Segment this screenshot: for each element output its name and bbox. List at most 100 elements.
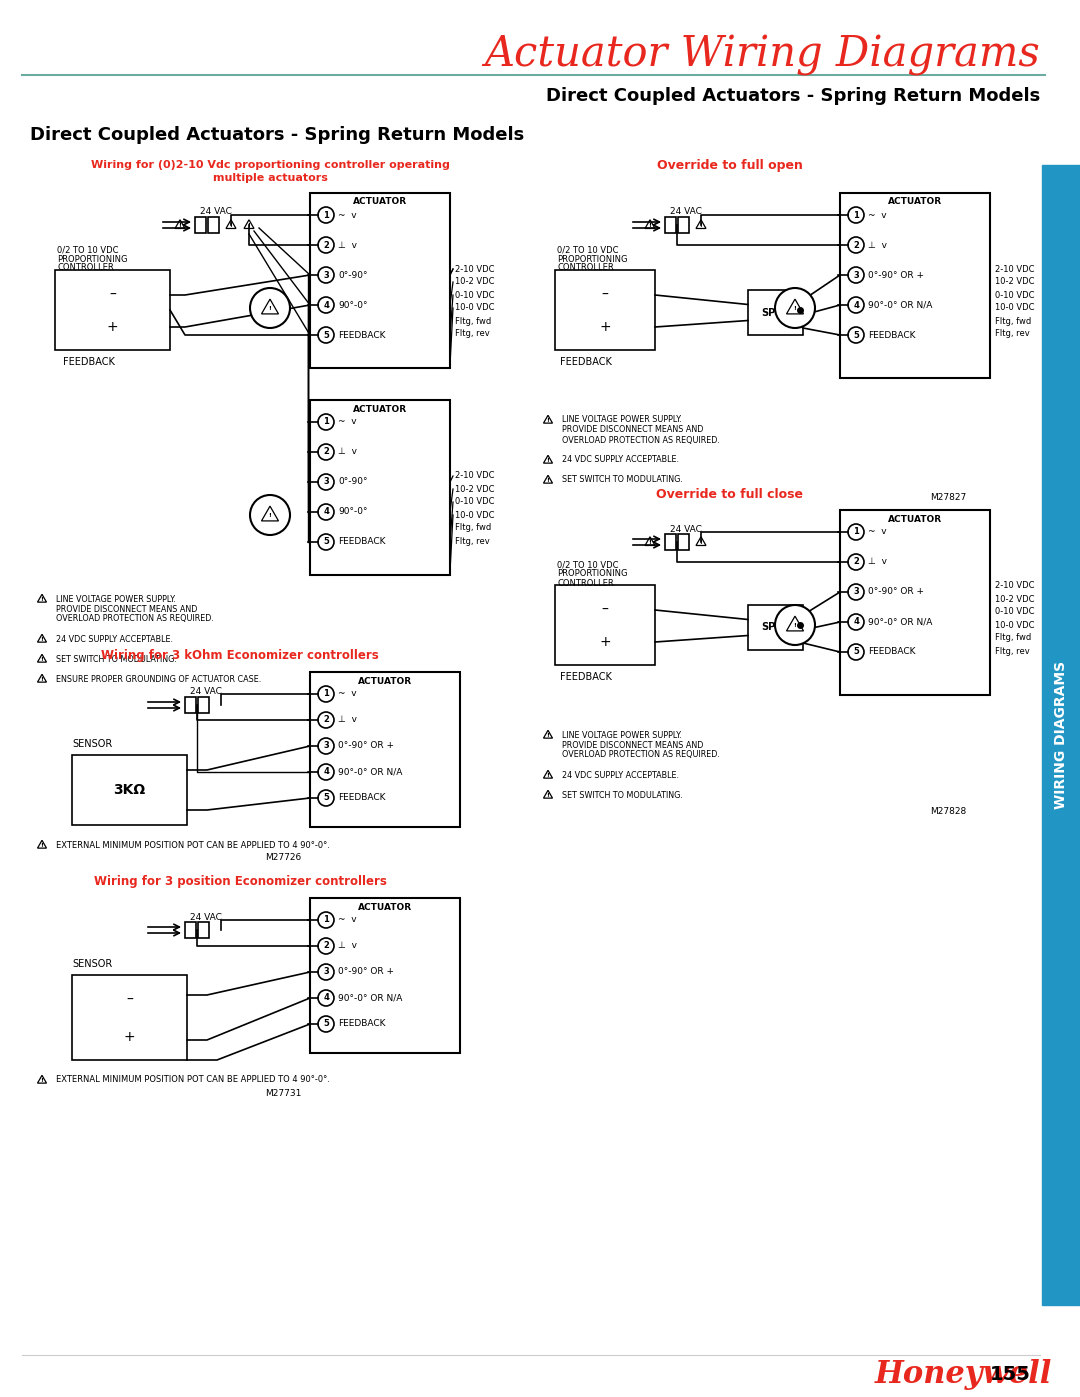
Text: +: + (124, 1030, 135, 1044)
Circle shape (848, 524, 864, 541)
Bar (840, 193, 990, 379)
Text: ~  v: ~ v (338, 690, 356, 698)
Text: 1: 1 (323, 915, 329, 925)
Text: !: ! (546, 773, 550, 778)
Text: !: ! (230, 224, 232, 228)
Text: 3: 3 (323, 968, 329, 977)
Text: ~  v: ~ v (868, 211, 887, 219)
Bar (310, 898, 460, 1053)
Text: 1: 1 (853, 528, 859, 536)
Circle shape (848, 298, 864, 313)
Circle shape (318, 964, 334, 981)
Text: 2-10 VDC: 2-10 VDC (995, 581, 1035, 591)
Text: Actuator Wiring Diagrams: Actuator Wiring Diagrams (484, 34, 1040, 75)
Text: 24 VAC: 24 VAC (670, 524, 702, 534)
Text: SET SWITCH TO MODULATING.: SET SWITCH TO MODULATING. (56, 655, 177, 664)
Circle shape (775, 288, 815, 328)
Text: 2: 2 (323, 240, 329, 250)
Text: Wiring for 3 position Economizer controllers: Wiring for 3 position Economizer control… (94, 876, 387, 888)
Text: ⊥  v: ⊥ v (868, 240, 887, 250)
Text: Fltg, rev: Fltg, rev (995, 330, 1029, 338)
Text: PROPORTIONING: PROPORTIONING (557, 254, 627, 264)
Circle shape (848, 644, 864, 659)
Circle shape (318, 764, 334, 780)
Text: 10-0 VDC: 10-0 VDC (455, 303, 495, 313)
Circle shape (318, 789, 334, 806)
Bar (665, 217, 676, 233)
Text: 24 VDC SUPPLY ACCEPTABLE.: 24 VDC SUPPLY ACCEPTABLE. (562, 455, 679, 464)
Circle shape (318, 937, 334, 954)
Text: !: ! (700, 539, 702, 545)
Text: 10-2 VDC: 10-2 VDC (995, 278, 1035, 286)
Text: 90°-0°: 90°-0° (338, 300, 367, 310)
Text: Fltg, fwd: Fltg, fwd (995, 633, 1031, 643)
Text: ~  v: ~ v (338, 915, 356, 925)
Circle shape (318, 237, 334, 253)
Text: EXTERNAL MINIMUM POSITION POT CAN BE APPLIED TO 4 90°-0°.: EXTERNAL MINIMUM POSITION POT CAN BE APP… (56, 841, 329, 849)
Text: 10-0 VDC: 10-0 VDC (455, 510, 495, 520)
Text: 5: 5 (323, 1020, 329, 1028)
Text: Fltg, fwd: Fltg, fwd (455, 317, 491, 326)
Circle shape (318, 686, 334, 703)
Text: FEEDBACK: FEEDBACK (561, 358, 612, 367)
Bar (555, 270, 654, 351)
Text: 1: 1 (323, 211, 329, 219)
Text: +: + (599, 636, 611, 650)
Text: SET SWITCH TO MODULATING.: SET SWITCH TO MODULATING. (562, 475, 683, 485)
Text: CONTROLLER: CONTROLLER (57, 264, 113, 272)
Text: Direct Coupled Actuators - Spring Return Models: Direct Coupled Actuators - Spring Return… (545, 87, 1040, 105)
Text: ⊥  v: ⊥ v (868, 557, 887, 567)
Text: 3: 3 (853, 271, 859, 279)
Bar (665, 534, 676, 550)
Bar (310, 193, 450, 367)
Text: 2: 2 (853, 240, 859, 250)
Text: M27827: M27827 (930, 493, 967, 502)
Text: FEEDBACK: FEEDBACK (338, 1020, 386, 1028)
Text: 4: 4 (323, 507, 329, 517)
Circle shape (318, 738, 334, 754)
Text: –: – (602, 604, 608, 617)
Circle shape (318, 327, 334, 344)
Text: !: ! (41, 657, 43, 662)
Text: Fltg, rev: Fltg, rev (455, 330, 489, 338)
Text: 1: 1 (853, 211, 859, 219)
Bar (310, 400, 450, 576)
Circle shape (318, 474, 334, 490)
Text: 24 VAC: 24 VAC (190, 687, 221, 697)
Text: Wiring for 3 kOhm Economizer controllers: Wiring for 3 kOhm Economizer controllers (102, 648, 379, 662)
Text: 4: 4 (323, 993, 329, 1003)
Circle shape (318, 207, 334, 224)
Text: OVERLOAD PROTECTION AS REQUIRED.: OVERLOAD PROTECTION AS REQUIRED. (562, 750, 720, 760)
Circle shape (318, 1016, 334, 1032)
Bar (198, 697, 210, 712)
Text: 24 VAC: 24 VAC (200, 208, 232, 217)
Text: 4: 4 (853, 300, 859, 310)
Text: 0-10 VDC: 0-10 VDC (455, 291, 495, 299)
Text: +: + (107, 320, 119, 334)
Bar (748, 291, 804, 335)
Bar (195, 217, 206, 233)
Circle shape (318, 298, 334, 313)
Text: Wiring for (0)2-10 Vdc proportioning controller operating: Wiring for (0)2-10 Vdc proportioning con… (91, 161, 449, 170)
Text: 0/2 TO 10 VDC: 0/2 TO 10 VDC (557, 560, 619, 570)
Circle shape (318, 414, 334, 430)
Text: +: + (599, 320, 611, 334)
Text: 1: 1 (323, 690, 329, 698)
Text: M27826: M27826 (415, 692, 451, 700)
Circle shape (848, 555, 864, 570)
Text: WIRING DIAGRAMS: WIRING DIAGRAMS (1054, 661, 1068, 809)
Text: 5: 5 (323, 793, 329, 802)
Text: 10-2 VDC: 10-2 VDC (455, 278, 495, 286)
Text: CONTROLLER: CONTROLLER (557, 264, 613, 272)
Circle shape (249, 495, 291, 535)
Text: !: ! (546, 793, 550, 798)
Text: 3KΩ: 3KΩ (113, 782, 146, 798)
Text: 2-10 VDC: 2-10 VDC (455, 472, 495, 481)
Text: M27731: M27731 (265, 1088, 301, 1098)
Text: 0°-90° OR +: 0°-90° OR + (338, 968, 394, 977)
Text: OVERLOAD PROTECTION AS REQUIRED.: OVERLOAD PROTECTION AS REQUIRED. (56, 615, 214, 623)
Text: multiple actuators: multiple actuators (213, 173, 327, 183)
Circle shape (318, 444, 334, 460)
Text: 2: 2 (323, 715, 329, 725)
Circle shape (848, 267, 864, 284)
